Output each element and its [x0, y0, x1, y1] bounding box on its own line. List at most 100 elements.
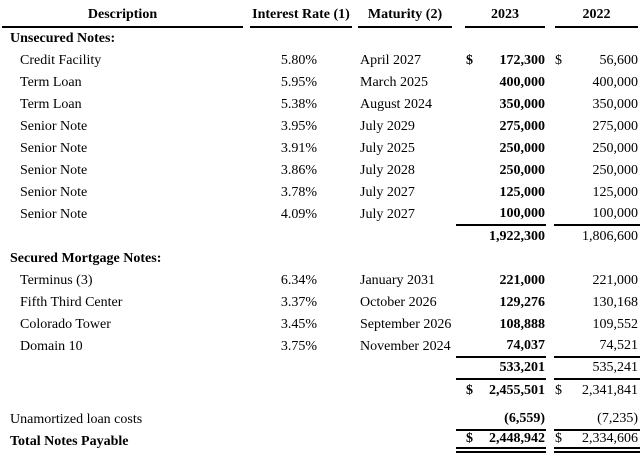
table-row: Colorado Tower 3.45% September 2026 108,888…	[0, 314, 640, 336]
amount-value: 350,000	[592, 97, 639, 112]
description-cell	[0, 380, 246, 402]
interest-rate-cell: 5.38%	[280, 97, 318, 112]
currency-symbol: $	[466, 53, 473, 68]
table-row: Unsecured Notes:	[0, 28, 640, 50]
amount-2022-cell: 250,000	[554, 138, 640, 160]
amount-2023-cell: 400,000	[456, 72, 546, 94]
amount-value: 275,000	[592, 119, 639, 134]
description-cell: Senior Note	[20, 119, 88, 134]
amount-value: 100,000	[499, 206, 546, 221]
currency-symbol: $	[555, 53, 562, 68]
amount-2023-cell: (6,559)	[456, 409, 546, 431]
amount-value: 129,276	[499, 295, 546, 310]
amount-value: 221,000	[499, 273, 546, 288]
amount-2022-cell: 100,000	[554, 204, 640, 226]
maturity-cell	[352, 409, 456, 431]
amount-value: 108,888	[499, 317, 546, 332]
maturity-cell: July 2029	[360, 119, 415, 134]
description-cell: Term Loan	[20, 75, 82, 90]
maturity-cell: April 2027	[360, 53, 422, 68]
amount-value: 2,455,501	[489, 383, 545, 398]
description-cell: Senior Note	[20, 185, 88, 200]
header-year-2022: 2022	[555, 2, 638, 28]
maturity-cell	[352, 226, 456, 248]
interest-rate-cell: 3.37%	[280, 295, 318, 310]
table-row: Fifth Third Center 3.37% October 2026 129,2…	[0, 292, 640, 314]
interest-rate-cell	[246, 431, 352, 453]
amount-value: 1,922,300	[489, 229, 545, 244]
maturity-cell: November 2024	[360, 339, 451, 354]
interest-rate-cell: 3.45%	[280, 317, 318, 332]
maturity-cell: September 2026	[360, 317, 452, 332]
amount-value: 130,168	[592, 295, 639, 310]
amount-2023-cell	[456, 248, 546, 270]
table-row: Senior Note 3.95% July 2029 275,000 275,000	[0, 116, 640, 138]
amount-2022-cell: 74,521	[554, 336, 640, 358]
amount-value: 2,334,606	[582, 431, 638, 446]
amount-2023-cell	[456, 28, 546, 50]
amount-value: 535,241	[592, 360, 639, 375]
maturity-cell: August 2024	[360, 97, 432, 112]
amount-2023-cell: 129,276	[456, 292, 546, 314]
description-cell	[0, 358, 246, 380]
amount-2023-cell: 108,888	[456, 314, 546, 336]
currency-symbol: $	[555, 383, 562, 398]
interest-rate-cell: 3.78%	[280, 185, 318, 200]
amount-2022-cell	[554, 28, 640, 50]
description-cell: Credit Facility	[20, 53, 102, 68]
table-row: Total Notes Payable $2,448,942 $2,334,606	[0, 431, 640, 453]
description-cell: Term Loan	[20, 97, 82, 112]
interest-rate-cell: 4.09%	[280, 207, 318, 222]
row-spacer	[0, 402, 640, 409]
amount-2022-cell: 400,000	[554, 72, 640, 94]
description-cell: Unsecured Notes:	[10, 31, 116, 46]
table-row: Unamortized loan costs (6,559) (7,235)	[0, 409, 640, 431]
amount-value: 250,000	[499, 163, 546, 178]
table-row: Credit Facility 5.80% April 2027 $172,300 $5…	[0, 50, 640, 72]
interest-rate-cell: 3.91%	[280, 141, 318, 156]
table-row: Terminus (3) 6.34% January 2031 221,000 221,…	[0, 270, 640, 292]
amount-2023-cell: $172,300	[456, 50, 546, 72]
table-row: Senior Note 3.78% July 2027 125,000 125,000	[0, 182, 640, 204]
amount-value: 74,521	[599, 338, 639, 353]
table-row: Senior Note 4.09% July 2027 100,000 100,000	[0, 204, 640, 226]
maturity-cell: July 2027	[360, 207, 415, 222]
amount-value: 250,000	[592, 141, 639, 156]
amount-value: 100,000	[592, 206, 639, 221]
header-year-2023: 2023	[465, 2, 545, 28]
interest-rate-cell	[246, 28, 352, 50]
amount-2022-cell: 221,000	[554, 270, 640, 292]
maturity-cell: July 2027	[360, 185, 415, 200]
amount-2022-cell: 130,168	[554, 292, 640, 314]
amount-2022-cell	[554, 248, 640, 270]
amount-2023-cell: 125,000	[456, 182, 546, 204]
interest-rate-cell: 3.95%	[280, 119, 318, 134]
amount-value: 74,037	[506, 338, 546, 353]
amount-value: (6,559)	[504, 411, 545, 426]
interest-rate-cell	[246, 409, 352, 431]
table-row: $2,455,501 $2,341,841	[0, 380, 640, 402]
currency-symbol: $	[555, 431, 562, 446]
amount-2022-cell: 1,806,600	[554, 226, 640, 248]
interest-rate-cell	[246, 248, 352, 270]
amount-value: 125,000	[592, 185, 639, 200]
interest-rate-cell	[246, 358, 352, 380]
description-cell: Senior Note	[20, 163, 88, 178]
description-cell: Total Notes Payable	[10, 434, 129, 449]
amount-value: 400,000	[592, 75, 639, 90]
amount-value: 2,448,942	[489, 431, 545, 446]
description-cell: Senior Note	[20, 141, 88, 156]
header-column-gap	[546, 2, 554, 28]
maturity-cell: January 2031	[360, 273, 436, 288]
amount-2023-cell: 250,000	[456, 138, 546, 160]
amount-2022-cell: $56,600	[554, 50, 640, 72]
amount-value: 1,806,600	[582, 229, 638, 244]
interest-rate-cell	[246, 380, 352, 402]
description-cell: Unamortized loan costs	[10, 412, 143, 427]
maturity-cell: October 2026	[360, 295, 437, 310]
maturity-cell	[352, 380, 456, 402]
amount-value: 250,000	[592, 163, 639, 178]
maturity-cell	[352, 358, 456, 380]
header-maturity: Maturity (2)	[358, 2, 452, 28]
table-row: Term Loan 5.38% August 2024 350,000 350,000	[0, 94, 640, 116]
